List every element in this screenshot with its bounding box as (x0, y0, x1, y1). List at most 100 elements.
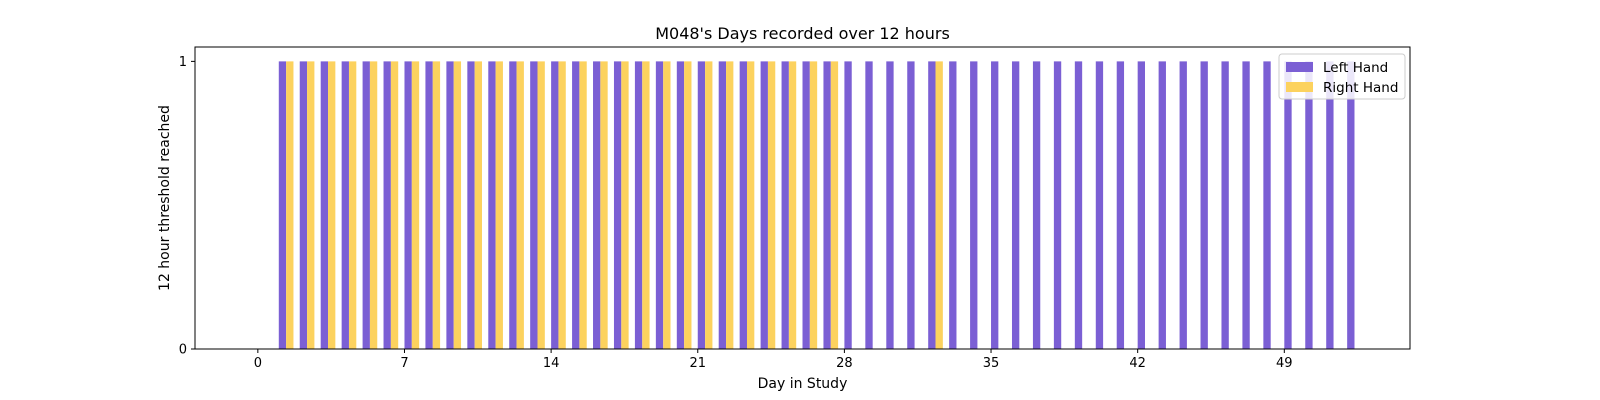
bar-right-hand-day-7 (411, 61, 420, 349)
plot-frame (194, 46, 1411, 350)
bar-left-hand-day-41 (1116, 61, 1125, 349)
bar-left-hand-day-49 (1284, 61, 1292, 349)
bar-left-hand-day-30 (886, 61, 894, 349)
bar-left-hand-day-21 (697, 61, 706, 349)
bar-left-hand-day-44 (1179, 61, 1187, 349)
bar-left-hand-day-52 (1347, 61, 1355, 349)
bar-left-hand-day-37 (1032, 61, 1041, 349)
bar-right-hand-day-25 (788, 61, 797, 349)
legend-label-right-hand: Right Hand (1323, 80, 1398, 96)
bar-left-hand-day-1 (278, 61, 287, 349)
bar-left-hand-day-6 (383, 61, 391, 349)
x-axis: 0 7 14 21 28 35 42 49 (254, 349, 1293, 371)
bar-left-hand-day-20 (676, 61, 685, 349)
x-tick-label: 7 (400, 356, 408, 371)
x-tick-label: 21 (689, 356, 706, 371)
chart-title: M048's Days recorded over 12 hours (655, 24, 950, 43)
bar-left-hand-day-46 (1221, 61, 1229, 349)
bar-left-hand-day-23 (739, 61, 747, 349)
bar-right-hand-day-3 (328, 61, 336, 349)
bar-left-hand-day-4 (341, 61, 349, 349)
bar-left-hand-day-31 (907, 61, 915, 349)
bar-right-hand-day-21 (705, 61, 713, 349)
x-tick-label: 14 (543, 356, 560, 371)
bar-right-hand-day-16 (600, 61, 608, 349)
bar-left-hand-day-3 (320, 61, 329, 349)
bar-right-hand-day-5 (369, 61, 378, 349)
bar-left-hand-day-38 (1053, 61, 1062, 349)
bar-left-hand-day-26 (802, 61, 810, 349)
bar-left-hand-day-14 (551, 61, 559, 349)
bar-left-hand-day-28 (844, 61, 852, 349)
bar-left-hand-day-35 (991, 61, 999, 349)
bar-left-hand-day-51 (1326, 61, 1334, 349)
bar-left-hand-day-47 (1242, 61, 1250, 349)
bar-right-hand-day-2 (307, 61, 315, 349)
legend-swatch-left-hand (1286, 62, 1313, 72)
bar-left-hand-day-36 (1011, 61, 1020, 349)
bar-right-hand-day-13 (537, 61, 545, 349)
bar-right-hand-day-26 (809, 61, 818, 349)
bar-left-hand-day-8 (425, 61, 433, 349)
bar-right-hand-day-22 (726, 61, 734, 349)
bar-left-hand-day-11 (488, 61, 496, 349)
x-axis-label: Day in Study (758, 376, 848, 392)
x-tick-label: 0 (254, 356, 262, 371)
bar-left-hand-day-22 (718, 61, 727, 349)
bar-left-hand-day-24 (760, 61, 768, 349)
bar-left-hand-day-19 (655, 61, 664, 349)
y-tick-label: 1 (179, 55, 187, 70)
bar-left-hand-day-33 (949, 61, 957, 349)
bar-right-hand-day-1 (286, 61, 294, 349)
bar-left-hand-day-43 (1158, 61, 1166, 349)
bar-left-hand-day-27 (823, 61, 831, 349)
legend-label-left-hand: Left Hand (1323, 60, 1388, 76)
bar-left-hand-day-39 (1074, 61, 1083, 349)
bar-left-hand-day-10 (467, 61, 475, 349)
x-tick-label: 49 (1276, 356, 1293, 371)
bar-right-hand-day-23 (746, 61, 755, 349)
bar-left-hand-day-15 (572, 61, 580, 349)
bar-left-hand-day-9 (446, 61, 454, 349)
bar-right-hand-day-6 (390, 61, 399, 349)
bar-right-hand-day-24 (767, 61, 776, 349)
bar-left-hand-day-25 (781, 61, 789, 349)
legend: Left Hand Right Hand (1278, 53, 1406, 100)
bar-right-hand-day-8 (432, 61, 441, 349)
bar-left-hand-day-48 (1263, 61, 1271, 349)
bar-left-hand-day-17 (613, 61, 622, 349)
x-tick-label: 28 (836, 356, 853, 371)
bar-left-hand-day-5 (362, 61, 370, 349)
bar-right-hand-day-32 (935, 61, 943, 349)
bar-right-hand-day-18 (642, 61, 650, 349)
bar-right-hand-day-10 (474, 61, 482, 349)
bar-right-hand-day-19 (663, 61, 671, 349)
bar-left-hand-day-42 (1137, 61, 1145, 349)
x-tick-label: 42 (1129, 356, 1146, 371)
bar-right-hand-day-20 (684, 61, 692, 349)
bar-left-hand-day-13 (530, 61, 538, 349)
bar-right-hand-day-11 (495, 61, 503, 349)
bars (278, 61, 1355, 349)
bar-left-hand-day-29 (865, 61, 873, 349)
bar-left-hand-day-40 (1095, 61, 1104, 349)
bar-right-hand-day-27 (830, 61, 839, 349)
y-axis-label: 12 hour threshold reached (157, 105, 173, 291)
bar-left-hand-day-50 (1305, 61, 1313, 349)
x-tick-label: 35 (983, 356, 1000, 371)
bar-right-hand-day-9 (453, 61, 462, 349)
y-tick-label: 0 (179, 343, 187, 358)
bar-right-hand-day-4 (348, 61, 357, 349)
bar-right-hand-day-17 (621, 61, 629, 349)
bar-left-hand-day-45 (1200, 61, 1208, 349)
bar-left-hand-day-16 (593, 61, 601, 349)
bar-right-hand-day-12 (516, 61, 524, 349)
y-axis: 01 (179, 55, 195, 358)
legend-swatch-right-hand (1286, 82, 1313, 92)
bar-left-hand-day-18 (634, 61, 643, 349)
bar-left-hand-day-12 (509, 61, 517, 349)
bar-left-hand-day-34 (970, 61, 978, 349)
bar-left-hand-day-32 (928, 61, 936, 349)
bar-left-hand-day-7 (404, 61, 412, 349)
